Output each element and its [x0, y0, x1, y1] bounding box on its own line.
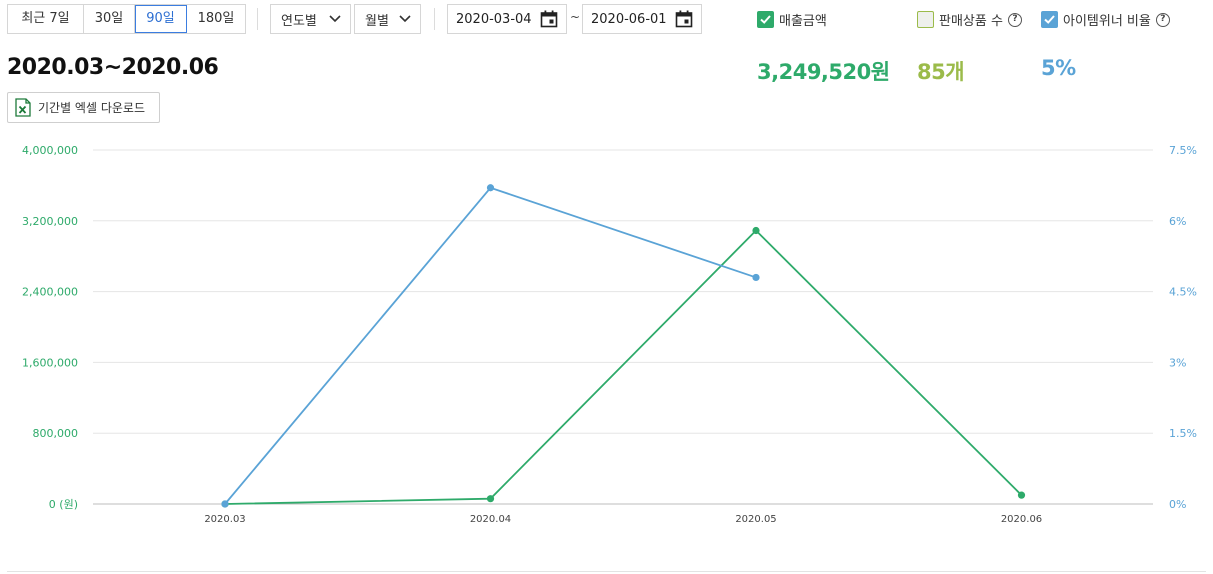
end-date-value: 2020-06-01 — [591, 11, 667, 27]
group-by-month-dropdown[interactable]: 월별 — [354, 4, 421, 34]
y-right-tick-label: 0% — [1169, 498, 1186, 511]
y-left-tick-label: 1,600,000 — [22, 356, 78, 369]
x-tick-label: 2020.05 — [735, 514, 776, 525]
data-point — [486, 495, 495, 503]
sales-amount-total: 3,249,520원 — [757, 60, 890, 84]
products-sold-checkbox[interactable]: 판매상품 수 ? — [917, 10, 1022, 29]
data-point — [486, 184, 495, 192]
chevron-down-icon — [329, 15, 341, 23]
checkbox-unchecked-icon — [917, 11, 934, 28]
help-icon[interactable]: ? — [1007, 12, 1022, 27]
y-left-tick-label: 0 (원) — [49, 498, 78, 511]
calendar-icon[interactable] — [675, 10, 693, 28]
group-by-year-label: 연도별 — [281, 13, 317, 29]
itemwinner-ratio-label: 아이템위너 비율 — [1063, 14, 1151, 29]
y-right-tick-label: 1.5% — [1169, 427, 1197, 440]
y-right-tick-label: 6% — [1169, 215, 1186, 228]
y-right-tick-label: 3% — [1169, 356, 1186, 369]
data-point — [1017, 491, 1026, 499]
excel-download-label: 기간별 엑셀 다운로드 — [38, 101, 145, 115]
calendar-icon[interactable] — [540, 10, 558, 28]
sales-amount-label: 매출금액 — [779, 14, 827, 29]
period-180-days-button[interactable]: 180일 — [187, 5, 245, 33]
period-title: 2020.03~2020.06 — [7, 55, 219, 80]
start-date-value: 2020-03-04 — [456, 11, 532, 27]
group-by-month-label: 월별 — [365, 13, 389, 29]
help-icon[interactable]: ? — [1155, 12, 1170, 27]
itemwinner-ratio-checkbox[interactable]: 아이템위너 비율 ? — [1041, 10, 1170, 29]
period-90-days-button[interactable]: 90일 — [135, 5, 187, 33]
divider — [7, 571, 1206, 572]
period-30-days-button[interactable]: 30일 — [84, 5, 135, 33]
date-separator: ~ — [570, 10, 581, 24]
y-left-tick-label: 3,200,000 — [22, 215, 78, 228]
period-7-days-button[interactable]: 최근 7일 — [8, 5, 84, 33]
x-tick-label: 2020.03 — [204, 514, 245, 525]
data-point — [221, 500, 229, 508]
y-right-tick-label: 4.5% — [1169, 286, 1197, 299]
excel-icon — [15, 98, 31, 117]
series-line — [224, 186, 757, 505]
checkbox-checked-icon — [757, 11, 774, 28]
sales-amount-checkbox[interactable]: 매출금액 — [757, 10, 827, 29]
checkbox-checked-icon — [1041, 11, 1058, 28]
y-left-tick-label: 800,000 — [33, 427, 79, 440]
end-date-input[interactable]: 2020-06-01 — [582, 4, 702, 34]
products-sold-label: 판매상품 수 — [939, 14, 1003, 29]
group-by-year-dropdown[interactable]: 연도별 — [270, 4, 351, 34]
products-sold-total: 85개 — [917, 60, 965, 84]
excel-download-button[interactable]: 기간별 엑셀 다운로드 — [7, 92, 160, 123]
toolbar-divider — [257, 8, 258, 30]
x-tick-label: 2020.04 — [470, 514, 511, 525]
toolbar-divider — [434, 8, 435, 30]
x-tick-label: 2020.06 — [1001, 514, 1042, 525]
y-left-tick-label: 4,000,000 — [22, 144, 78, 157]
itemwinner-ratio-total: 5% — [1041, 56, 1076, 80]
data-point — [752, 273, 760, 282]
chevron-down-icon — [399, 15, 411, 23]
period-segment: 최근 7일 30일 90일 180일 — [7, 4, 246, 34]
data-point — [752, 226, 760, 235]
series-line — [224, 229, 1023, 505]
start-date-input[interactable]: 2020-03-04 — [447, 4, 567, 34]
y-right-tick-label: 7.5% — [1169, 144, 1197, 157]
y-left-tick-label: 2,400,000 — [22, 286, 78, 299]
